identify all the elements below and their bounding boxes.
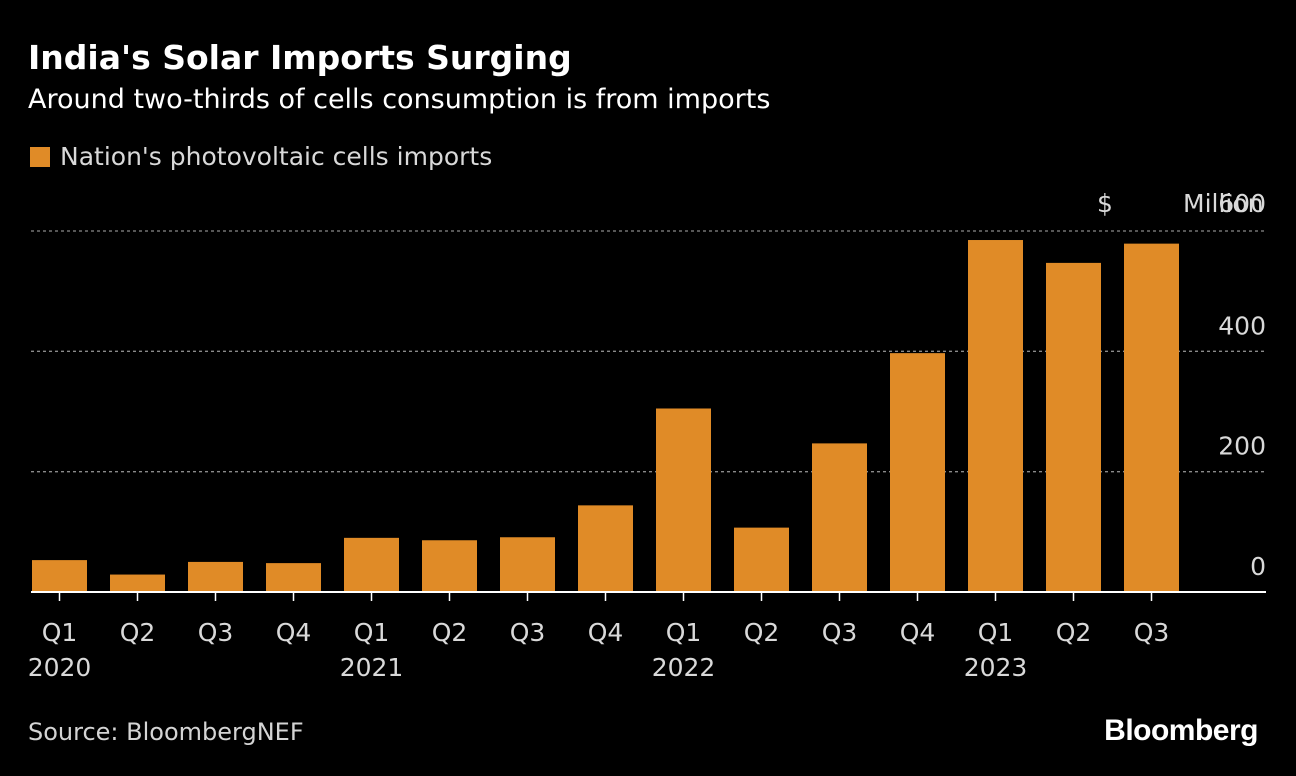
y-tick-label: 0 [1250,552,1266,581]
x-tick-label: Q1 [978,618,1014,647]
bar [1046,262,1101,592]
x-tick-label: Q4 [900,618,936,647]
x-tick-label: Q3 [198,618,234,647]
x-year-label: 2022 [652,653,716,682]
bar [500,537,555,592]
y-tick-label: 400 [1218,311,1266,340]
x-tick-label: Q2 [1056,618,1092,647]
x-year-label: 2021 [340,653,404,682]
legend: Nation's photovoltaic cells imports [30,142,492,171]
bar [578,505,633,592]
y-unit-label: Million [1183,189,1264,218]
bar [344,537,399,592]
source-note: Source: BloombergNEF [28,718,304,746]
bar [812,443,867,592]
y-tick-label: 200 [1218,432,1266,461]
legend-swatch [30,146,50,167]
x-tick-label: Q4 [588,618,624,647]
x-tick-label: Q1 [42,618,78,647]
x-tick-label: Q2 [120,618,156,647]
chart-subtitle: Around two-thirds of cells consumption i… [28,84,771,115]
y-tick-label: 600 [1218,189,1266,218]
x-tick-label: Q3 [822,618,858,647]
chart-title: India's Solar Imports Surging [28,38,572,77]
bar [188,561,243,592]
x-tick-label: Q3 [1134,618,1170,647]
bar [968,240,1023,592]
bar [656,408,711,592]
bar [734,527,789,592]
legend-label: Nation's photovoltaic cells imports [60,142,493,171]
bloomberg-logo: Bloomberg [1104,714,1258,747]
bar [110,574,165,592]
x-tick-label: Q2 [432,618,468,647]
x-year-label: 2020 [28,653,92,682]
x-tick-label: Q1 [666,618,702,647]
x-year-label: 2023 [964,653,1028,682]
x-tick-label: Q2 [744,618,780,647]
bar [32,560,87,592]
x-tick-label: Q1 [354,618,390,647]
x-tick-label: Q3 [510,618,546,647]
bar [422,540,477,592]
bar [890,353,945,592]
bar [1124,243,1179,592]
bar [266,563,321,592]
x-tick-label: Q4 [276,618,312,647]
y-unit-prefix: $ [1097,189,1113,218]
